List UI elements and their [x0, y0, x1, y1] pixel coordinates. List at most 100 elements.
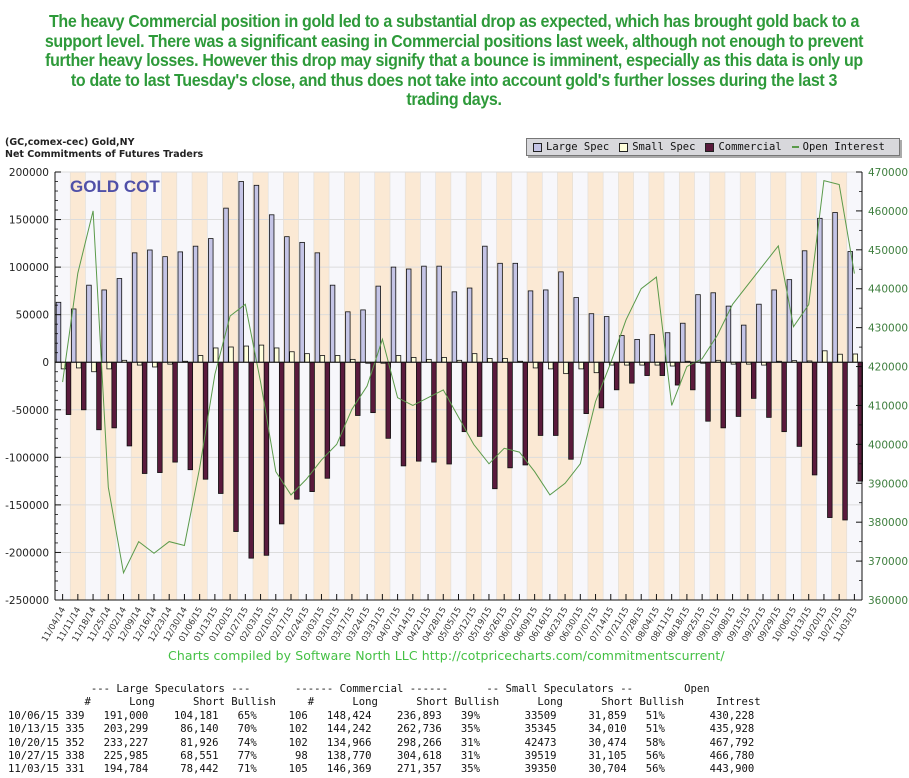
bar-large-spec: [680, 322, 686, 363]
bar-large-spec: [771, 289, 777, 363]
column-band: [618, 172, 634, 600]
bar-small-spec: [548, 361, 554, 370]
y-tick-label: 50000: [16, 310, 49, 322]
y-axis-right-ticks: 470000 460000 450000 440000 430000 420000 4100…: [856, 167, 908, 607]
bar-large-spec: [603, 316, 610, 363]
bar-commercial: [659, 361, 666, 376]
bars: [55, 181, 863, 559]
legend-item-large-spec: Large Spec: [533, 141, 609, 153]
bar-small-spec: [197, 355, 204, 363]
open-interest-line: [62, 179, 855, 575]
bar-large-spec: [832, 212, 838, 363]
y2-tick-label: 390000: [868, 478, 908, 490]
bar-large-spec: [588, 313, 595, 363]
bar-small-spec: [395, 355, 402, 363]
bar-small-spec: [441, 357, 447, 363]
x-axis-ticks: 11/04/1411/11/1411/18/1411/25/1412/02/14…: [40, 594, 860, 644]
bar-large-spec: [131, 252, 138, 363]
bar-commercial: [583, 361, 589, 414]
bar-commercial: [461, 361, 468, 433]
column-band: [740, 172, 756, 600]
bar-commercial: [644, 361, 650, 376]
bar-commercial: [278, 361, 285, 525]
bar-commercial: [629, 361, 635, 384]
legend-label: Large Spec: [546, 141, 610, 153]
column-band: [344, 172, 360, 600]
bar-large-spec: [695, 294, 701, 363]
legend-item-open-interest: Open Interest: [791, 141, 885, 153]
bar-large-spec: [817, 217, 823, 363]
bar-commercial: [492, 361, 498, 490]
cot-summary-table: --- Large Speculators --- ------ Commerc…: [8, 683, 761, 777]
bar-large-spec: [86, 284, 92, 363]
y2-tick-label: 370000: [868, 556, 908, 568]
bar-commercial: [446, 361, 452, 465]
column-band: [466, 172, 482, 600]
bar-large-spec: [162, 256, 168, 363]
y2-tick-label: 380000: [868, 517, 908, 529]
bar-commercial: [385, 361, 391, 439]
y-tick-label: -50000: [12, 405, 49, 417]
y2-tick-label: 460000: [868, 206, 908, 218]
bar-commercial: [355, 361, 361, 416]
chart-title: GOLD COT: [70, 177, 160, 196]
footer-credit: Charts compiled by Software North LLC ht…: [168, 648, 725, 663]
bar-commercial: [796, 361, 803, 447]
legend-swatch-large-spec: [533, 142, 542, 152]
y2-tick-label: 440000: [868, 284, 908, 296]
y-tick-label: -200000: [5, 547, 49, 559]
bar-small-spec: [578, 361, 584, 370]
bar-commercial: [842, 361, 848, 521]
bar-large-spec: [192, 245, 199, 363]
column-band: [70, 172, 86, 600]
legend-label: Commercial: [718, 141, 782, 153]
bar-small-spec: [106, 361, 112, 370]
chart-legend: Large Spec Small Spec Commercial Open In…: [526, 138, 900, 156]
column-band: [587, 172, 604, 600]
bar-small-spec: [852, 353, 858, 363]
legend-swatch-commercial: [705, 142, 715, 152]
legend-label: Small Spec: [632, 141, 696, 153]
table-row: 10/20/15 352 233,227 81,926 74% 102 134,…: [8, 736, 755, 749]
y2-tick-label: 430000: [868, 323, 908, 335]
bar-small-spec: [258, 344, 265, 363]
bar-commercial: [553, 361, 559, 436]
bar-commercial: [81, 361, 87, 411]
table-row: 11/03/15 331 194,784 78,442 71% 105 146,…: [8, 763, 755, 776]
y-tick-label: -100000: [5, 452, 49, 464]
bar-large-spec: [299, 241, 305, 363]
bar-commercial: [416, 361, 422, 462]
bar-commercial: [248, 361, 254, 559]
bar-large-spec: [360, 309, 366, 363]
legend-swatch-open-interest: [791, 146, 799, 148]
bar-commercial: [400, 361, 407, 467]
bar-large-spec: [238, 181, 244, 363]
bar-small-spec: [471, 353, 478, 363]
bar-small-spec: [152, 361, 158, 368]
bar-large-spec: [451, 291, 458, 363]
bar-commercial: [598, 361, 605, 409]
bar-commercial: [674, 361, 681, 386]
bar-commercial: [172, 361, 178, 463]
bar-commercial: [766, 361, 772, 418]
bar-small-spec: [243, 345, 249, 363]
bar-commercial: [187, 361, 194, 471]
bar-commercial: [65, 361, 72, 415]
bar-large-spec: [619, 335, 625, 363]
bar-small-spec: [822, 350, 828, 363]
bar-large-spec: [801, 250, 808, 363]
y2-tick-label: 450000: [868, 245, 908, 257]
bar-commercial: [735, 361, 742, 417]
y2-tick-label: 360000: [868, 595, 908, 607]
bar-large-spec: [482, 245, 488, 363]
bar-large-spec: [543, 289, 549, 363]
bar-commercial: [827, 361, 833, 518]
y2-tick-label: 470000: [868, 167, 908, 179]
y-tick-label: -250000: [5, 595, 49, 607]
table-row: 10/27/15 338 225,985 68,551 77% 98 138,7…: [8, 750, 755, 763]
bar-large-spec: [101, 289, 107, 363]
bar-large-spec: [268, 214, 275, 363]
bar-small-spec: [76, 361, 82, 369]
bar-large-spec: [497, 262, 503, 363]
y-tick-label: 100000: [9, 262, 49, 274]
